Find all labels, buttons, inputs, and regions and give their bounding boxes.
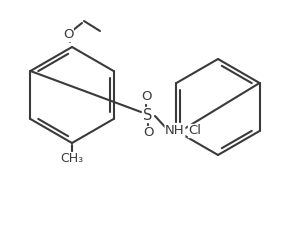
Text: S: S (143, 108, 153, 122)
Text: O: O (141, 90, 151, 104)
Text: NH: NH (165, 124, 185, 137)
Text: CH₃: CH₃ (60, 153, 84, 166)
Text: O: O (143, 126, 153, 140)
Text: Cl: Cl (188, 124, 202, 137)
Text: O: O (63, 29, 73, 41)
